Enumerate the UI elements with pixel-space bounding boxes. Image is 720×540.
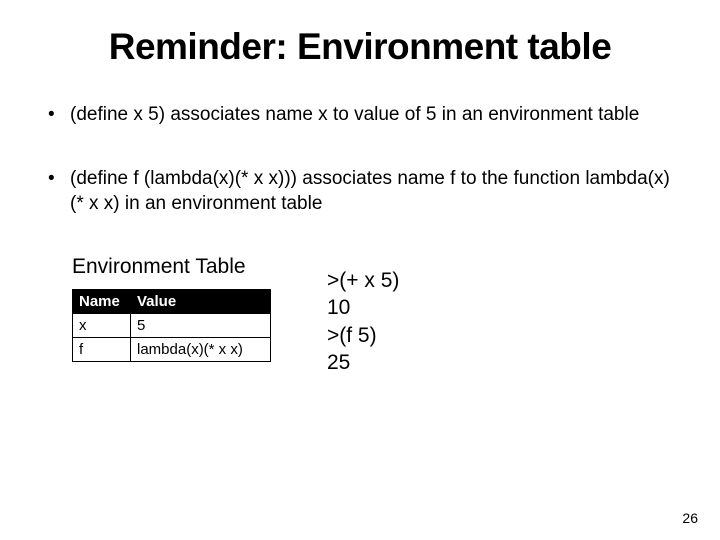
table-cell-name: f — [73, 337, 131, 361]
environment-table: Name Value x 5 f lambda(x)(* x x) — [72, 289, 271, 362]
bullet-item: (define f (lambda(x)(* x x))) associates… — [48, 166, 680, 217]
table-cell-value: 5 — [131, 313, 271, 337]
table-header-value: Value — [131, 289, 271, 313]
environment-table-caption: Environment Table — [72, 255, 271, 279]
table-row: x 5 — [73, 313, 271, 337]
repl-line: >(+ x 5) — [327, 267, 399, 294]
environment-table-section: Environment Table Name Value x 5 f lambd… — [72, 255, 271, 376]
lower-section: Environment Table Name Value x 5 f lambd… — [40, 255, 680, 376]
table-row: f lambda(x)(* x x) — [73, 337, 271, 361]
repl-line: 10 — [327, 294, 399, 321]
repl-line: >(f 5) — [327, 322, 399, 349]
table-header-name: Name — [73, 289, 131, 313]
table-cell-name: x — [73, 313, 131, 337]
slide: Reminder: Environment table (define x 5)… — [0, 0, 720, 540]
bullet-list: (define x 5) associates name x to value … — [40, 102, 680, 217]
page-number: 26 — [682, 510, 698, 526]
bullet-item: (define x 5) associates name x to value … — [48, 102, 680, 128]
table-header-row: Name Value — [73, 289, 271, 313]
repl-output: >(+ x 5) 10 >(f 5) 25 — [327, 255, 399, 376]
slide-title: Reminder: Environment table — [40, 26, 680, 68]
repl-line: 25 — [327, 349, 399, 376]
table-cell-value: lambda(x)(* x x) — [131, 337, 271, 361]
